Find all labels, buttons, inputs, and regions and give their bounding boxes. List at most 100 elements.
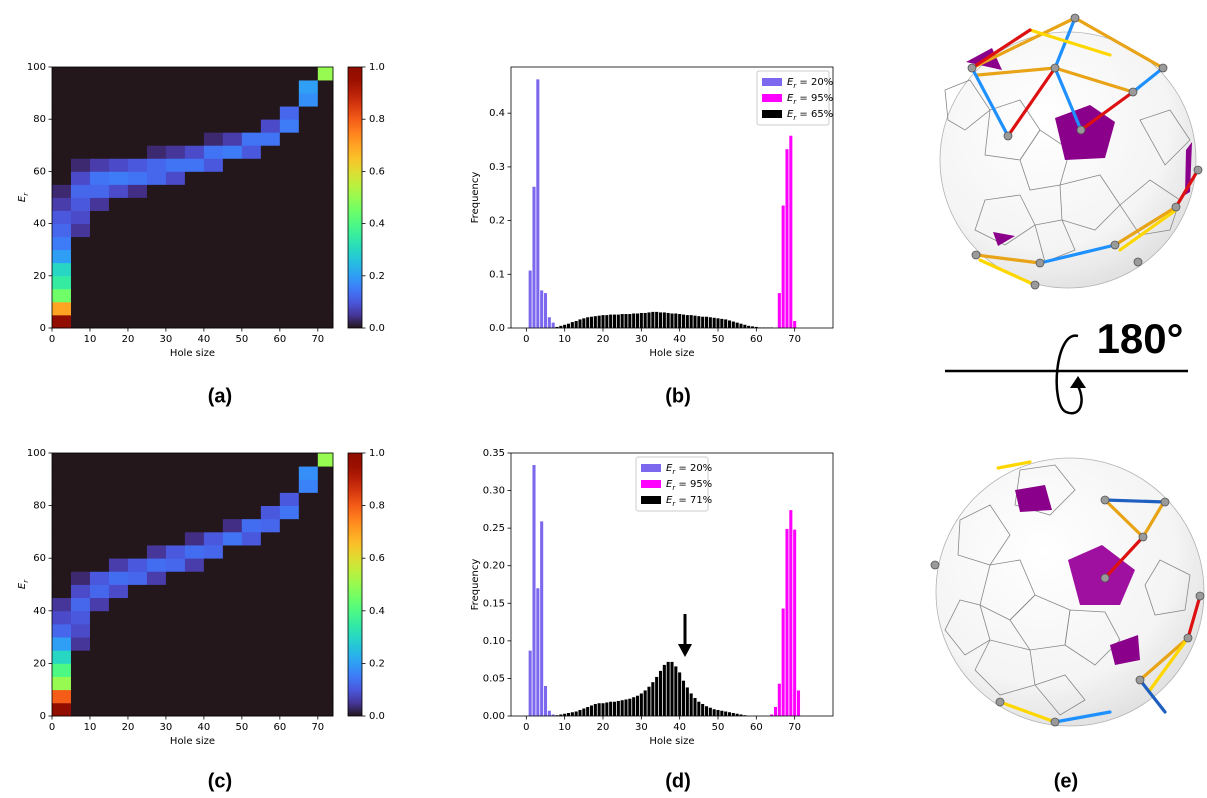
bar: [551, 714, 555, 716]
axes-frame: [510, 452, 834, 717]
heatmap-cell: [203, 119, 224, 133]
legend-label: Er = 95%: [666, 479, 712, 492]
bar: [708, 707, 712, 716]
panel-label: (d): [665, 770, 691, 792]
structure-top: [939, 13, 1203, 290]
heatmap-cell: [108, 689, 129, 704]
heatmap-cell: [89, 637, 110, 651]
bar: [670, 661, 674, 716]
heatmap-cell: [203, 80, 224, 94]
bar: [582, 708, 586, 716]
heatmap-cell: [89, 288, 110, 303]
heatmap-cell: [165, 571, 186, 585]
heatmap-cell: [317, 236, 334, 251]
heatmap-cell: [317, 610, 334, 625]
heatmap-cell: [108, 119, 129, 133]
heatmap-cell: [298, 558, 319, 572]
heatmap-cell: [317, 301, 334, 316]
bar: [597, 703, 601, 716]
heatmap-cell: [279, 236, 300, 251]
heatmap-cell: [241, 119, 262, 133]
x-tick-label: 20: [597, 722, 610, 733]
heatmap-cell: [165, 702, 186, 717]
heatmap-cell: [260, 505, 281, 520]
heatmap-cell: [165, 145, 186, 159]
y-axis-label: Frequency: [470, 559, 481, 611]
heatmap-cell: [241, 288, 262, 303]
bar: [605, 315, 609, 328]
heatmap-cell: [279, 67, 300, 81]
heatmap-cell: [127, 453, 148, 467]
heatmap-cell: [184, 689, 205, 704]
heatmap-cell: [222, 314, 243, 329]
y-tick-label: 0.25: [483, 523, 505, 534]
heatmap-cell: [127, 223, 148, 238]
heatmap-cell: [70, 610, 91, 625]
heatmap-cell: [298, 223, 319, 238]
heatmap-cell: [241, 132, 262, 146]
heatmap-cell: [203, 236, 224, 251]
bar: [616, 314, 620, 328]
heatmap-cell: [146, 610, 167, 625]
heatmap-cell: [70, 466, 91, 480]
heatmap-cell: [127, 145, 148, 159]
heatmap-cell: [279, 650, 300, 664]
heatmap-cell: [279, 663, 300, 677]
legend-label-part: r: [793, 114, 797, 122]
heatmap-cell: [279, 223, 300, 238]
colorbar-tick-label: 0.8: [369, 114, 385, 125]
x-axis-label: Hole size: [649, 736, 694, 747]
y-tick-label: 0.15: [483, 598, 505, 609]
heatmap-cell: [241, 93, 262, 107]
heatmap-cell: [260, 558, 281, 572]
x-tick-label: 40: [198, 334, 211, 345]
heatmap-cell: [260, 93, 281, 107]
y-axis-label: Er: [17, 579, 30, 589]
heatmap-cell: [298, 106, 319, 120]
heatmap-cell: [165, 262, 186, 277]
heatmap-cell: [203, 637, 224, 651]
bar: [532, 465, 536, 716]
axes-frame: [51, 66, 334, 329]
heatmap-cell: [52, 584, 72, 599]
y-tick-label: 20: [33, 271, 46, 282]
heatmap-cell: [222, 262, 243, 277]
heatmap-cell: [108, 197, 129, 211]
heatmap-cell: [70, 93, 91, 107]
bar: [593, 316, 597, 328]
heatmap-cell: [260, 184, 281, 198]
heatmap-cell: [70, 623, 91, 638]
panel-label: (c): [208, 770, 232, 792]
x-tick-label: 0: [523, 722, 529, 733]
heatmap-cell: [108, 558, 129, 572]
bar: [681, 680, 686, 716]
heatmap-cell: [222, 171, 243, 185]
heatmap-cell: [241, 223, 262, 238]
x-tick-label: 0: [523, 334, 529, 345]
heatmap-cell: [52, 301, 72, 316]
heatmap-cell: [89, 119, 110, 133]
heatmap-cell: [52, 637, 72, 651]
heatmap-cell: [203, 301, 224, 316]
colorbar: [347, 452, 363, 717]
heatmap-cell: [70, 80, 91, 94]
heatmap-cell: [52, 67, 72, 81]
heatmap-cell: [317, 80, 334, 94]
heatmap-cell: [241, 197, 262, 211]
bar: [712, 317, 716, 328]
heatmap-cell: [317, 492, 334, 506]
heatmap-cell: [222, 106, 243, 120]
heatmap-cell: [127, 132, 148, 146]
bar: [582, 318, 586, 328]
legend-swatch: [641, 464, 661, 472]
heatmap-cell: [298, 314, 319, 329]
heatmap-cell: [203, 597, 224, 612]
heatmap-cell: [298, 301, 319, 316]
heatmap-cell: [108, 249, 129, 264]
heatmap-cell: [222, 545, 243, 559]
heatmap-cell: [241, 610, 262, 625]
heatmap-cell: [241, 210, 262, 224]
heatmap-cell: [298, 505, 319, 520]
heatmap-cell: [222, 571, 243, 585]
heatmap-cell: [52, 288, 72, 303]
